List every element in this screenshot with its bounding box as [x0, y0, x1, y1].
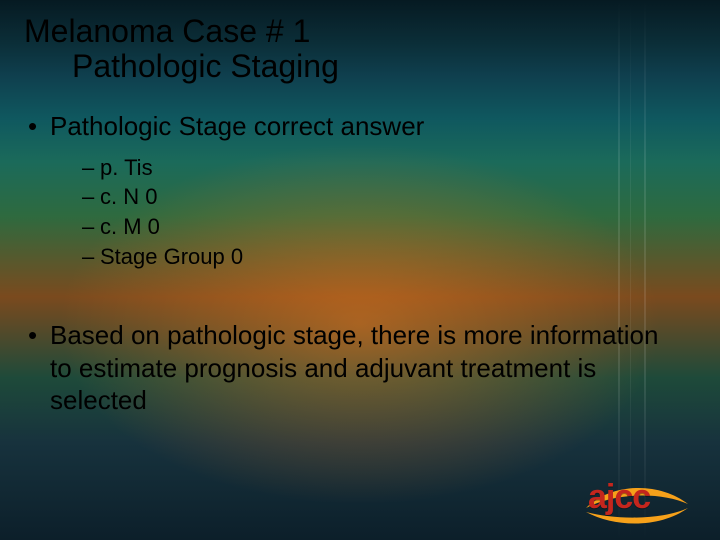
title-line-2: Pathologic Staging	[24, 49, 339, 84]
bullet-level2: p. Tis	[82, 153, 680, 183]
bullet-text: p. Tis	[100, 155, 153, 180]
bullet-level2: c. M 0	[82, 212, 680, 242]
bullet-text: Based on pathologic stage, there is more…	[50, 320, 658, 415]
bullet-level2: Stage Group 0	[82, 242, 680, 272]
bullet-level2: c. N 0	[82, 182, 680, 212]
slide-title: Melanoma Case # 1 Pathologic Staging	[24, 14, 339, 84]
slide: Melanoma Case # 1 Pathologic Staging Pat…	[0, 0, 720, 540]
slide-body: Pathologic Stage correct answer p. Tis c…	[28, 110, 680, 427]
bullet-text: c. N 0	[100, 184, 157, 209]
title-line-1: Melanoma Case # 1	[24, 14, 339, 49]
bullet-level1: Based on pathologic stage, there is more…	[28, 319, 680, 417]
sub-bullet-list: p. Tis c. N 0 c. M 0 Stage Group 0	[82, 153, 680, 272]
bullet-text: Stage Group 0	[100, 244, 243, 269]
logo-text: ajcc	[588, 478, 650, 517]
bullet-level1: Pathologic Stage correct answer	[28, 110, 680, 143]
bullet-text: Pathologic Stage correct answer	[50, 111, 424, 141]
ajcc-logo: ajcc	[582, 474, 692, 524]
bullet-text: c. M 0	[100, 214, 160, 239]
